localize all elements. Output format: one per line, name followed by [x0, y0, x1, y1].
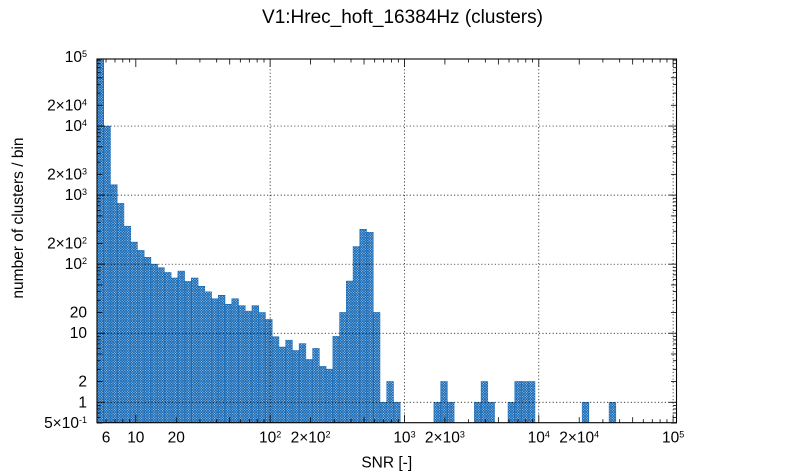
svg-text:5×10-1: 5×10-1: [44, 415, 87, 432]
svg-text:105: 105: [65, 49, 87, 66]
svg-text:104: 104: [65, 118, 87, 135]
svg-text:2×103: 2×103: [47, 166, 87, 183]
svg-text:1: 1: [78, 394, 87, 411]
svg-text:10: 10: [70, 325, 88, 342]
svg-text:103: 103: [65, 187, 87, 204]
svg-text:104: 104: [528, 430, 550, 447]
svg-text:2×102: 2×102: [47, 235, 87, 252]
svg-text:2×103: 2×103: [425, 430, 465, 447]
svg-text:2×104: 2×104: [559, 430, 599, 447]
svg-text:20: 20: [168, 430, 186, 447]
svg-text:2×104: 2×104: [47, 97, 87, 114]
svg-text:103: 103: [393, 430, 415, 447]
svg-text:6: 6: [102, 430, 111, 447]
svg-text:10: 10: [127, 430, 145, 447]
svg-text:102: 102: [65, 256, 87, 273]
svg-text:102: 102: [259, 430, 281, 447]
svg-text:SNR [-]: SNR [-]: [361, 455, 412, 472]
svg-text:20: 20: [70, 304, 88, 321]
svg-text:2×102: 2×102: [291, 430, 331, 447]
svg-text:2: 2: [78, 373, 87, 390]
svg-text:105: 105: [662, 430, 684, 447]
